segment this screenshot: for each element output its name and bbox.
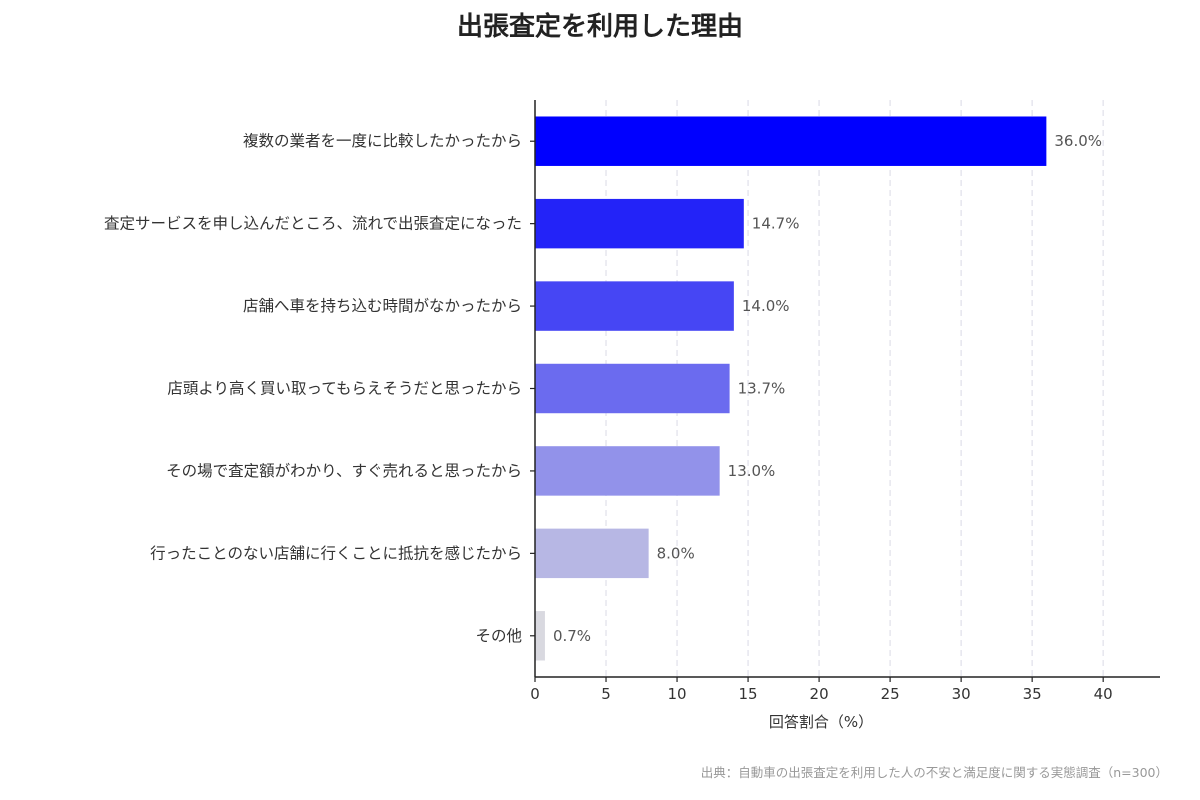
- x-tick-label-5: 5: [601, 685, 611, 703]
- grid-lines: [605, 100, 1104, 677]
- category-label-4: その場で査定額がわかり、すぐ売れると思ったから: [166, 462, 522, 480]
- x-tick-label-10: 10: [667, 685, 686, 703]
- category-label-2: 店舗へ車を持ち込む時間がなかったから: [243, 297, 522, 315]
- value-label-4: 13.0%: [728, 462, 776, 480]
- category-label-3: 店頭より高く買い取ってもらえそうだと思ったから: [167, 380, 522, 398]
- x-tick-label-20: 20: [810, 685, 829, 703]
- x-tick-label-35: 35: [1023, 685, 1042, 703]
- value-label-1: 14.7%: [752, 215, 800, 233]
- x-tick-label-15: 15: [739, 685, 758, 703]
- bar-2: [535, 281, 734, 331]
- bar-5: [535, 528, 649, 579]
- x-tick-label-40: 40: [1094, 685, 1113, 703]
- x-axis-label: 回答割合（%）: [769, 713, 873, 731]
- x-tick-label-0: 0: [530, 685, 540, 703]
- source-note: 出典：自動車の出張査定を利用した人の不安と満足度に関する実態調査（n=300）: [701, 765, 1168, 780]
- bars: 36.0% 複数の業者を一度に比較したかったから 14.7% 査定サービスを申し込んだ…: [104, 116, 1102, 661]
- bar-0: [535, 116, 1047, 166]
- category-label-1: 査定サービスを申し込んだところ、流れで出張査定になった: [104, 215, 522, 233]
- value-label-5: 8.0%: [657, 544, 695, 562]
- chart-title: 出張査定を利用した理由: [457, 11, 743, 42]
- bar-4: [535, 446, 720, 496]
- category-label-0: 複数の業者を一度に比較したかったから: [243, 132, 522, 150]
- bar-3: [535, 363, 730, 414]
- value-label-3: 13.7%: [738, 380, 786, 398]
- axes: 0 5 10 15 20 25 30 35 40: [530, 100, 1160, 703]
- x-tick-label-30: 30: [952, 685, 971, 703]
- category-label-6: その他: [475, 627, 522, 645]
- value-label-2: 14.0%: [742, 297, 790, 315]
- bar-6: [535, 611, 545, 661]
- value-label-0: 36.0%: [1054, 132, 1102, 150]
- bar-1: [535, 198, 744, 249]
- value-label-6: 0.7%: [553, 627, 591, 645]
- category-label-5: 行ったことのない店舗に行くことに抵抗を感じたから: [150, 544, 522, 562]
- x-tick-label-25: 25: [881, 685, 900, 703]
